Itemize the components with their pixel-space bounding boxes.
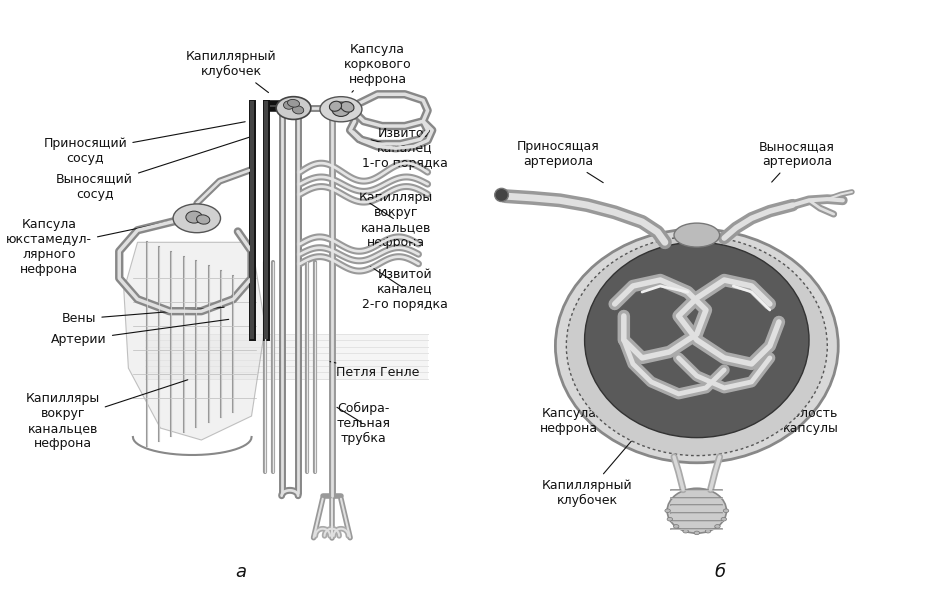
Ellipse shape — [674, 223, 720, 247]
Ellipse shape — [665, 509, 670, 512]
Ellipse shape — [332, 102, 350, 116]
Ellipse shape — [340, 102, 354, 112]
Text: Капиллярный
клубочек: Капиллярный клубочек — [542, 420, 650, 507]
Ellipse shape — [196, 215, 210, 224]
Ellipse shape — [585, 242, 809, 438]
Text: а: а — [235, 563, 246, 582]
Text: Петля Генле: Петля Генле — [330, 362, 419, 379]
Text: Приносящий
сосуд: Приносящий сосуд — [43, 122, 245, 165]
Ellipse shape — [329, 101, 341, 111]
Ellipse shape — [723, 509, 728, 512]
Ellipse shape — [556, 229, 838, 463]
Ellipse shape — [673, 524, 679, 528]
Text: Извитой
каналец
2-го порядка: Извитой каналец 2-го порядка — [362, 267, 447, 311]
Text: б: б — [714, 563, 725, 582]
Text: Вены: Вены — [62, 307, 224, 326]
Ellipse shape — [566, 236, 827, 456]
Text: Выносящий
сосуд: Выносящий сосуд — [56, 137, 250, 201]
Text: Собира-
тельная
трубка: Собира- тельная трубка — [337, 402, 391, 445]
Ellipse shape — [292, 106, 304, 114]
Ellipse shape — [186, 211, 202, 223]
Text: Артерии: Артерии — [52, 319, 228, 346]
Ellipse shape — [694, 531, 699, 535]
Text: Капсула
коркового
нефрона: Капсула коркового нефрона — [344, 43, 412, 92]
Ellipse shape — [494, 188, 509, 202]
Ellipse shape — [173, 204, 221, 233]
Ellipse shape — [682, 529, 688, 533]
Text: Капилляры
вокруг
канальцев
нефрона: Капилляры вокруг канальцев нефрона — [25, 380, 188, 450]
Text: Выносящая
артериола: Выносящая артериола — [760, 140, 835, 182]
Text: Капиллярный
клубочек: Капиллярный клубочек — [186, 50, 276, 93]
Ellipse shape — [667, 517, 673, 521]
Ellipse shape — [320, 97, 362, 122]
FancyBboxPatch shape — [145, 334, 428, 379]
Text: Капилляры
вокруг
канальцев
нефрона: Капилляры вокруг канальцев нефрона — [358, 191, 432, 249]
Text: Полость
капсулы: Полость капсулы — [780, 375, 838, 435]
Text: Приносящая
артериола: Приносящая артериола — [517, 140, 603, 182]
Ellipse shape — [276, 97, 311, 119]
Ellipse shape — [284, 101, 294, 109]
Ellipse shape — [288, 99, 300, 107]
Polygon shape — [124, 242, 265, 440]
Ellipse shape — [705, 529, 711, 533]
Text: Капсула
юкстамедул-
лярного
нефрона: Капсула юкстамедул- лярного нефрона — [6, 218, 174, 276]
Ellipse shape — [714, 524, 720, 528]
Text: Извитой
каналец
1-го порядка: Извитой каналец 1-го порядка — [362, 126, 447, 170]
Ellipse shape — [667, 488, 727, 533]
Ellipse shape — [721, 517, 727, 521]
Text: Капсула
нефрона: Капсула нефрона — [540, 374, 621, 435]
